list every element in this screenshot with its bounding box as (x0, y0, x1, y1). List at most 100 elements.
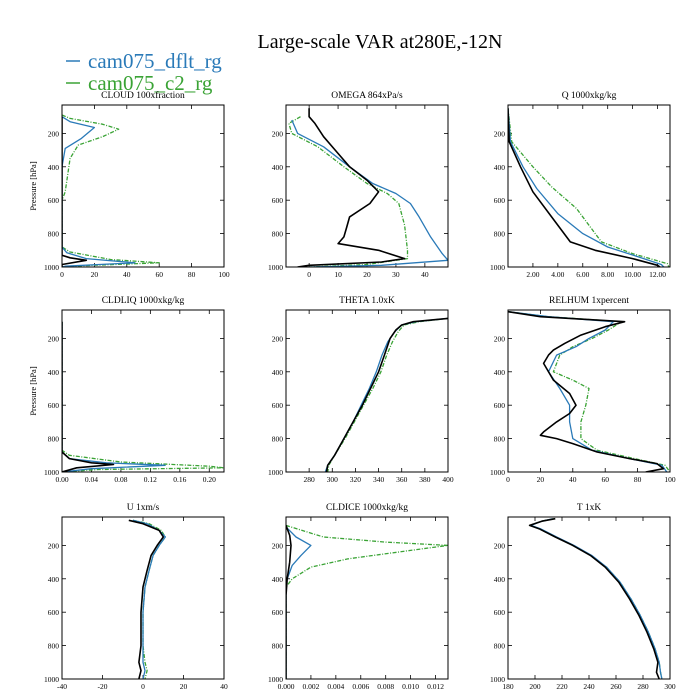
x-tick-label: 0.012 (427, 682, 444, 691)
y-tick-label: 1000 (490, 468, 505, 477)
y-tick-label: 200 (272, 334, 284, 343)
panel-title: CLDICE 1000xkg/kg (326, 503, 408, 513)
y-tick-label: 600 (494, 196, 506, 205)
x-tick-label: 0 (60, 270, 64, 279)
series-line-dflt (324, 317, 448, 472)
series-line-obs (508, 310, 665, 472)
x-tick-label: 0.20 (203, 475, 216, 484)
y-tick-label: 1000 (268, 263, 283, 272)
panel-title: T 1xK (577, 503, 602, 513)
panel-title: CLOUD 100xfraction (101, 90, 185, 101)
x-tick-label: 30 (392, 270, 400, 279)
panel-frame (285, 516, 449, 680)
x-tick-label: 0.08 (114, 475, 127, 484)
panel: OMEGA 864xPa/s 200 400 600 800 1000 0 10 20 30 40 (268, 91, 449, 279)
y-tick-label: 400 (272, 575, 284, 584)
panel-title: U 1xm/s (127, 503, 160, 513)
series-group (62, 114, 160, 267)
y-tick-label: 800 (272, 642, 284, 651)
x-tick-label: 400 (442, 475, 454, 484)
series-line-c2 (508, 108, 670, 267)
x-tick-label: 100 (664, 475, 676, 484)
series-line-obs (286, 525, 292, 679)
x-tick-label: 60 (601, 475, 609, 484)
y-tick-label: 400 (494, 163, 506, 172)
x-tick-label: 80 (634, 475, 642, 484)
y-tick-label: 800 (48, 435, 60, 444)
y-tick-label: 600 (272, 401, 284, 410)
y-tick-label: 200 (494, 541, 506, 550)
y-tick-label: 1000 (44, 468, 59, 477)
series-line-dflt (62, 116, 136, 267)
series-line-dflt (286, 526, 312, 679)
x-tick-label: 260 (610, 682, 622, 691)
y-tick-label: 600 (494, 608, 506, 617)
x-tick-label: 40 (220, 682, 228, 691)
y-tick-label: 600 (48, 608, 60, 617)
series-line-obs (62, 116, 88, 267)
series-group (508, 108, 670, 267)
x-tick-label: 200 (529, 682, 541, 691)
panel-frame (507, 516, 671, 680)
panel: THETA 1.0xK 200 400 600 800 1000 280 300 320 340 3… (268, 296, 454, 484)
x-tick-label: 20 (363, 270, 371, 279)
x-tick-label: 0.008 (377, 682, 394, 691)
series-line-c2 (62, 321, 224, 472)
y-tick-label: 800 (272, 435, 284, 444)
x-tick-label: 40 (123, 270, 131, 279)
y-tick-label: 200 (48, 541, 60, 550)
series-line-c2 (288, 116, 409, 267)
y-tick-label: 400 (272, 163, 284, 172)
x-tick-label: -40 (57, 682, 67, 691)
y-tick-label: 200 (272, 541, 284, 550)
series-group (62, 321, 224, 472)
y-tick-label: 800 (494, 230, 506, 239)
series-line-c2 (528, 518, 663, 679)
y-tick-label: 200 (494, 129, 506, 138)
x-tick-label: 0 (506, 475, 510, 484)
y-tick-label: 1000 (490, 263, 505, 272)
y-tick-label: 400 (48, 163, 60, 172)
x-tick-label: 0.010 (402, 682, 419, 691)
series-line-dflt (291, 119, 448, 267)
panel-title: OMEGA 864xPa/s (331, 91, 403, 101)
panel-frame (61, 516, 225, 680)
x-tick-label: 0.00 (55, 475, 68, 484)
x-tick-label: 340 (373, 475, 385, 484)
panel-frame (61, 309, 225, 473)
x-tick-label: 2.00 (526, 270, 539, 279)
x-tick-label: 10 (334, 270, 342, 279)
series-line-obs (528, 517, 660, 679)
panel-title: THETA 1.0xK (339, 296, 395, 306)
series-line-obs (62, 321, 115, 472)
x-tick-label: 220 (556, 682, 568, 691)
legend-label: cam075_c2_rg (88, 71, 213, 95)
x-tick-label: 380 (419, 475, 431, 484)
series-line-obs (325, 317, 448, 472)
x-tick-label: 0.002 (302, 682, 319, 691)
series-line-c2 (62, 114, 160, 267)
series-line-c2 (286, 524, 448, 679)
x-tick-label: 20 (180, 682, 188, 691)
x-tick-label: 0.006 (352, 682, 369, 691)
x-tick-label: 20 (91, 270, 99, 279)
y-tick-label: 1000 (490, 675, 505, 684)
x-tick-label: 80 (188, 270, 196, 279)
y-tick-label: 800 (48, 230, 60, 239)
series-group (286, 524, 448, 679)
x-tick-label: 20 (537, 475, 545, 484)
series-group (288, 108, 448, 267)
y-tick-label: 1000 (268, 675, 283, 684)
y-tick-label: 400 (494, 575, 506, 584)
series-line-dflt (62, 321, 166, 472)
x-tick-label: -20 (98, 682, 108, 691)
x-tick-label: 320 (350, 475, 362, 484)
series-line-c2 (327, 317, 448, 472)
x-tick-label: 360 (396, 475, 408, 484)
series-line-dflt (132, 519, 166, 679)
x-tick-label: 4.00 (551, 270, 564, 279)
